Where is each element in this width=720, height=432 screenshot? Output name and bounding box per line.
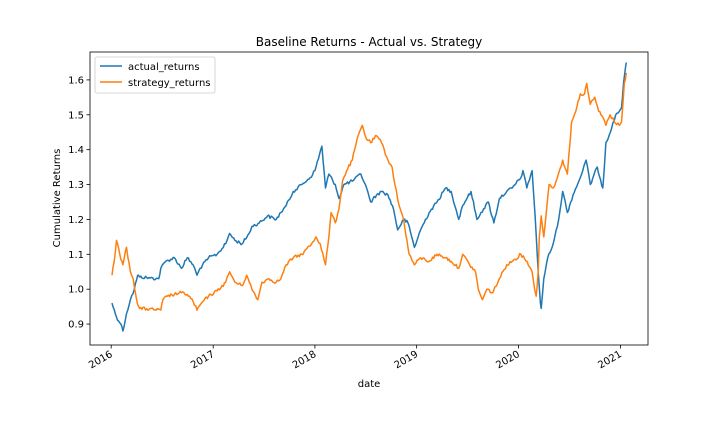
y-tick-label: 1.6 <box>68 75 84 86</box>
series-layer <box>111 62 628 332</box>
legend-label-actual-returns: actual_returns <box>128 62 200 73</box>
y-tick-label: 1.1 <box>68 250 84 261</box>
y-tick-label: 1.5 <box>68 110 84 121</box>
y-tick-label: 1.3 <box>68 180 84 191</box>
series-line-strategy-returns <box>111 72 628 311</box>
legend-box <box>94 56 216 94</box>
y-tick-label: 0.9 <box>68 320 84 331</box>
chart-title: Baseline Returns - Actual vs. Strategy <box>256 35 483 49</box>
x-axis-label: date <box>358 379 381 390</box>
y-tick-label: 1.2 <box>68 215 84 226</box>
y-tick-label: 1.0 <box>68 285 84 296</box>
legend: actual_returns strategy_returns <box>94 56 216 94</box>
legend-label-strategy-returns: strategy_returns <box>128 78 211 89</box>
series-line-actual-returns <box>111 62 628 332</box>
y-axis-label: Cumulative Returns <box>52 149 63 248</box>
plot-frame <box>89 51 649 346</box>
y-axis: 0.9 1.0 1.1 1.2 1.3 1.4 1.5 1.6 <box>68 75 90 331</box>
y-tick-label: 1.4 <box>68 145 84 156</box>
